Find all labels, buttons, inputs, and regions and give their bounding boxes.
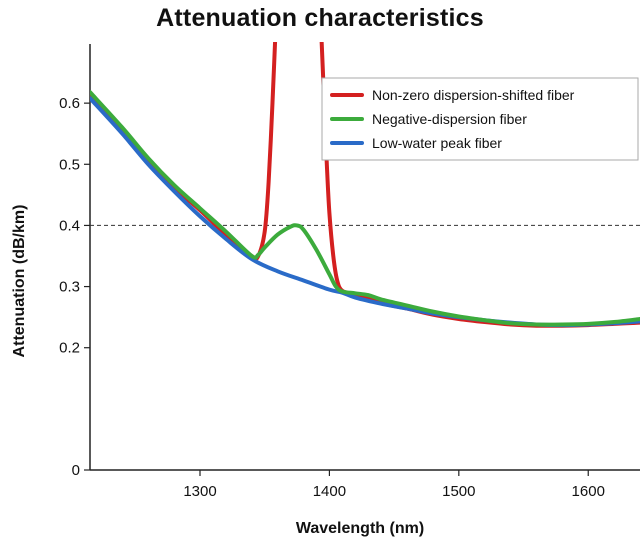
legend-label: Non-zero dispersion-shifted fiber <box>372 87 575 103</box>
legend-box <box>321 77 639 161</box>
y-tick-label: 0 <box>72 462 80 479</box>
y-tick-label: 0.6 <box>59 95 80 112</box>
series-line-negative-dispersion-fiber <box>90 90 640 327</box>
legend-label: Low-water peak fiber <box>372 135 502 151</box>
x-axis-title: Wavelength (nm) <box>296 520 424 537</box>
y-tick-label: 0.3 <box>59 279 80 296</box>
x-tick-label: 1300 <box>183 483 216 500</box>
x-tick-label: 1400 <box>313 483 346 500</box>
y-axis-title: Attenuation (dB/km) <box>11 205 28 358</box>
chart-title: Attenuation characteristics <box>156 4 484 32</box>
x-tick-label: 1600 <box>572 483 605 500</box>
y-tick-label: 0.4 <box>59 217 80 234</box>
y-tick-label: 0.5 <box>59 156 80 173</box>
series-line-non-zero-dispersion-shifted-fiber <box>90 42 640 328</box>
legend-label: Negative-dispersion fiber <box>372 111 527 127</box>
x-tick-label: 1500 <box>442 483 475 500</box>
y-tick-label: 0.2 <box>59 340 80 357</box>
